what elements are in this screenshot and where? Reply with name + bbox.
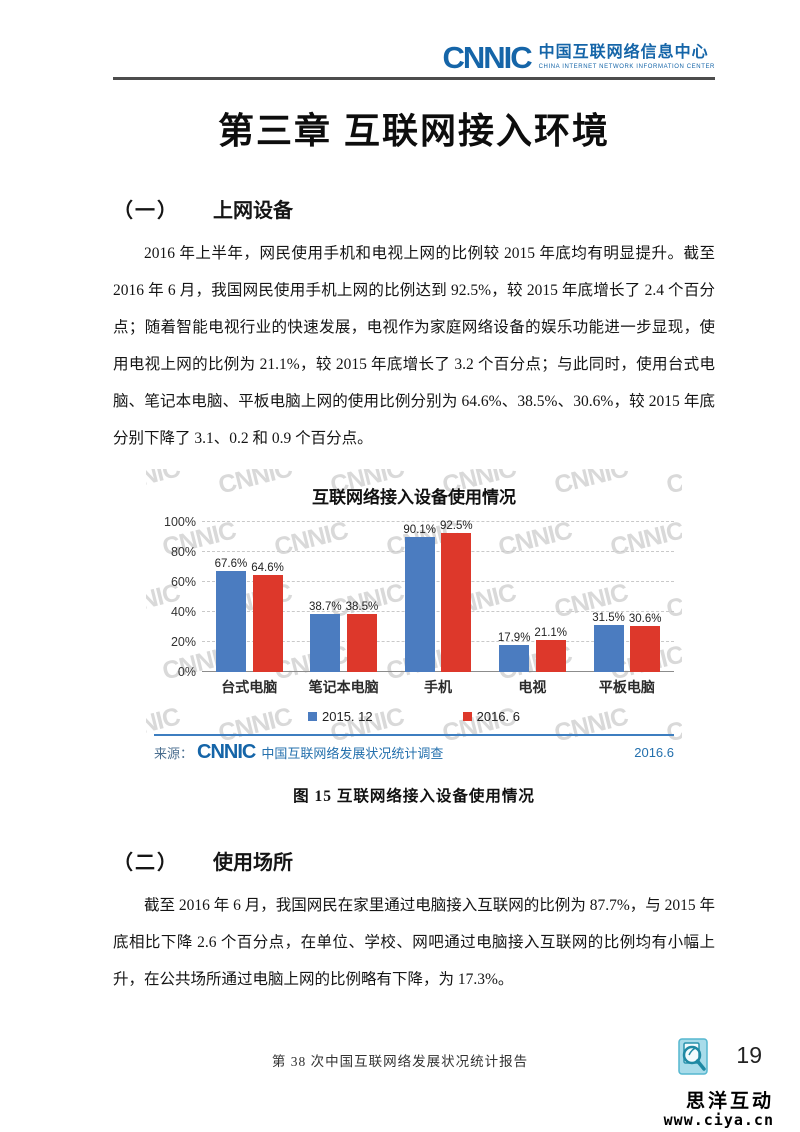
site-watermark-url: www.ciya.cn bbox=[663, 1110, 774, 1129]
bar-value-label: 17.9% bbox=[497, 632, 531, 645]
bar-value-label: 92.5% bbox=[440, 520, 473, 533]
bar-2015.12-平板电脑 bbox=[593, 624, 624, 672]
bar-value-label: 38.5% bbox=[345, 601, 379, 614]
gridline bbox=[202, 581, 674, 582]
section-1-number: （一） bbox=[113, 200, 179, 222]
legend-item: 2015. 12 bbox=[308, 709, 373, 724]
source-date: 2016.6 bbox=[634, 745, 674, 760]
chart-title: 互联网络接入设备使用情况 bbox=[312, 488, 516, 507]
section-1-label: 上网设备 bbox=[213, 200, 293, 222]
cnnic-source-logo: CNNIC bbox=[197, 741, 256, 763]
source-survey-name: 中国互联网络发展状况统计调查 bbox=[261, 746, 444, 761]
chart-plot: 67.6% 64.6% 38.7% 38.5% 90.1% 92.5% 17.9% 21.1%… bbox=[202, 520, 674, 672]
bar-2016.6-台式电脑 bbox=[252, 575, 283, 672]
site-watermark-name: 思洋互动 bbox=[685, 1089, 774, 1112]
bar-2015.12-电视 bbox=[499, 645, 530, 672]
bar-group-平板电脑: 31.5% 30.6% bbox=[580, 522, 674, 672]
legend-swatch bbox=[462, 712, 472, 721]
y-tick-label: 100% bbox=[164, 515, 196, 529]
bar-value-label: 21.1% bbox=[534, 627, 568, 640]
source-prefix: 来源： bbox=[154, 746, 194, 761]
figure-15: CNNIC CNNIC CNNIC CNNIC CNNIC CNNIC CNNIC CNNIC… bbox=[146, 469, 682, 764]
y-tick-label: 20% bbox=[170, 635, 196, 649]
x-category-label: 台式电脑 bbox=[221, 679, 278, 695]
cnnic-logo-wordmark: CNNIC bbox=[442, 40, 532, 75]
page-header: CNNIC 中国互联网络信息中心 CHINA INTERNET NETWORK … bbox=[0, 0, 800, 80]
bar-value-label: 30.6% bbox=[628, 613, 662, 626]
section-1-paragraph: 2016 年上半年，网民使用手机和电视上网的比例较 2015 年底均有明显提升。… bbox=[113, 245, 715, 447]
site-watermark: 思洋互动 www.ciya.cn bbox=[663, 1089, 774, 1129]
gridline bbox=[202, 521, 674, 522]
chart-x-axis: 台式电脑 笔记本电脑 手机 电视 平板电脑 bbox=[202, 677, 674, 697]
section-2-label: 使用场所 bbox=[213, 852, 293, 874]
page-number: 19 bbox=[736, 1042, 762, 1068]
gridline bbox=[202, 641, 674, 642]
chapter-title: 第三章 互联网接入环境 bbox=[217, 110, 610, 151]
x-category-label: 电视 bbox=[518, 679, 547, 695]
gridline bbox=[202, 611, 674, 612]
bar-2016.6-电视 bbox=[535, 640, 566, 672]
legend-item: 2016. 6 bbox=[462, 709, 520, 724]
bar-2015.12-台式电脑 bbox=[215, 570, 246, 672]
x-category-label: 手机 bbox=[424, 679, 453, 695]
legend-label: 2016. 6 bbox=[476, 709, 520, 724]
section-heading-2: （二） 使用场所 bbox=[113, 846, 715, 875]
chart-source-row: 来源： CNNIC 中国互联网络发展状况统计调查 2016.6 bbox=[154, 734, 674, 764]
bar-value-label: 38.7% bbox=[309, 600, 342, 613]
bar-2016.6-平板电脑 bbox=[630, 626, 661, 672]
bar-value-label: 90.1% bbox=[403, 523, 437, 536]
chart-legend: 2015. 12 2016. 6 bbox=[154, 709, 674, 724]
bar-group-手机: 90.1% 92.5% bbox=[391, 520, 485, 672]
bar-value-label: 67.6% bbox=[214, 557, 248, 570]
x-category-label: 平板电脑 bbox=[598, 679, 655, 695]
bar-group-笔记本电脑: 38.7% 38.5% bbox=[296, 522, 390, 672]
y-tick-label: 0% bbox=[177, 665, 196, 679]
gridline bbox=[202, 671, 674, 672]
legend-label: 2015. 12 bbox=[322, 709, 373, 724]
gridline bbox=[202, 551, 674, 552]
bar-2015.12-手机 bbox=[404, 536, 435, 672]
legend-swatch bbox=[308, 712, 317, 721]
bar-group-电视: 17.9% 21.1% bbox=[485, 522, 579, 672]
chart-y-axis: 0% 20% 40% 60% 80% 100% bbox=[154, 515, 202, 679]
bar-2016.6-笔记本电脑 bbox=[346, 614, 377, 672]
footer-report-title: 第 38 次中国互联网络发展状况统计报告 bbox=[271, 1054, 529, 1069]
report-seal-icon bbox=[678, 1038, 708, 1080]
figure-caption: 图 15 互联网络接入设备使用情况 bbox=[293, 788, 535, 805]
bar-group-台式电脑: 67.6% 64.6% bbox=[202, 522, 296, 672]
bar-value-label: 64.6% bbox=[251, 562, 284, 575]
cnnic-logo-english-name: CHINA INTERNET NETWORK INFORMATION CENTE… bbox=[538, 64, 715, 70]
bar-value-label: 31.5% bbox=[592, 611, 625, 624]
y-tick-label: 60% bbox=[170, 575, 196, 589]
cnnic-logo-chinese-name: 中国互联网络信息中心 bbox=[538, 44, 709, 62]
section-2-number: （二） bbox=[113, 852, 179, 874]
y-tick-label: 80% bbox=[170, 545, 196, 559]
page-footer: 第 38 次中国互联网络发展状况统计报告 19 bbox=[0, 1038, 800, 1084]
section-heading-1: （一） 上网设备 bbox=[113, 194, 715, 223]
bar-2016.6-手机 bbox=[441, 533, 472, 672]
y-tick-label: 40% bbox=[170, 605, 196, 619]
x-category-label: 笔记本电脑 bbox=[308, 679, 379, 695]
section-2-paragraph: 截至 2016 年 6 月，我国网民在家里通过电脑接入互联网的比例为 87.7%… bbox=[113, 897, 715, 988]
cnnic-logo: CNNIC 中国互联网络信息中心 CHINA INTERNET NETWORK … bbox=[442, 42, 715, 73]
bar-2015.12-笔记本电脑 bbox=[310, 613, 341, 672]
